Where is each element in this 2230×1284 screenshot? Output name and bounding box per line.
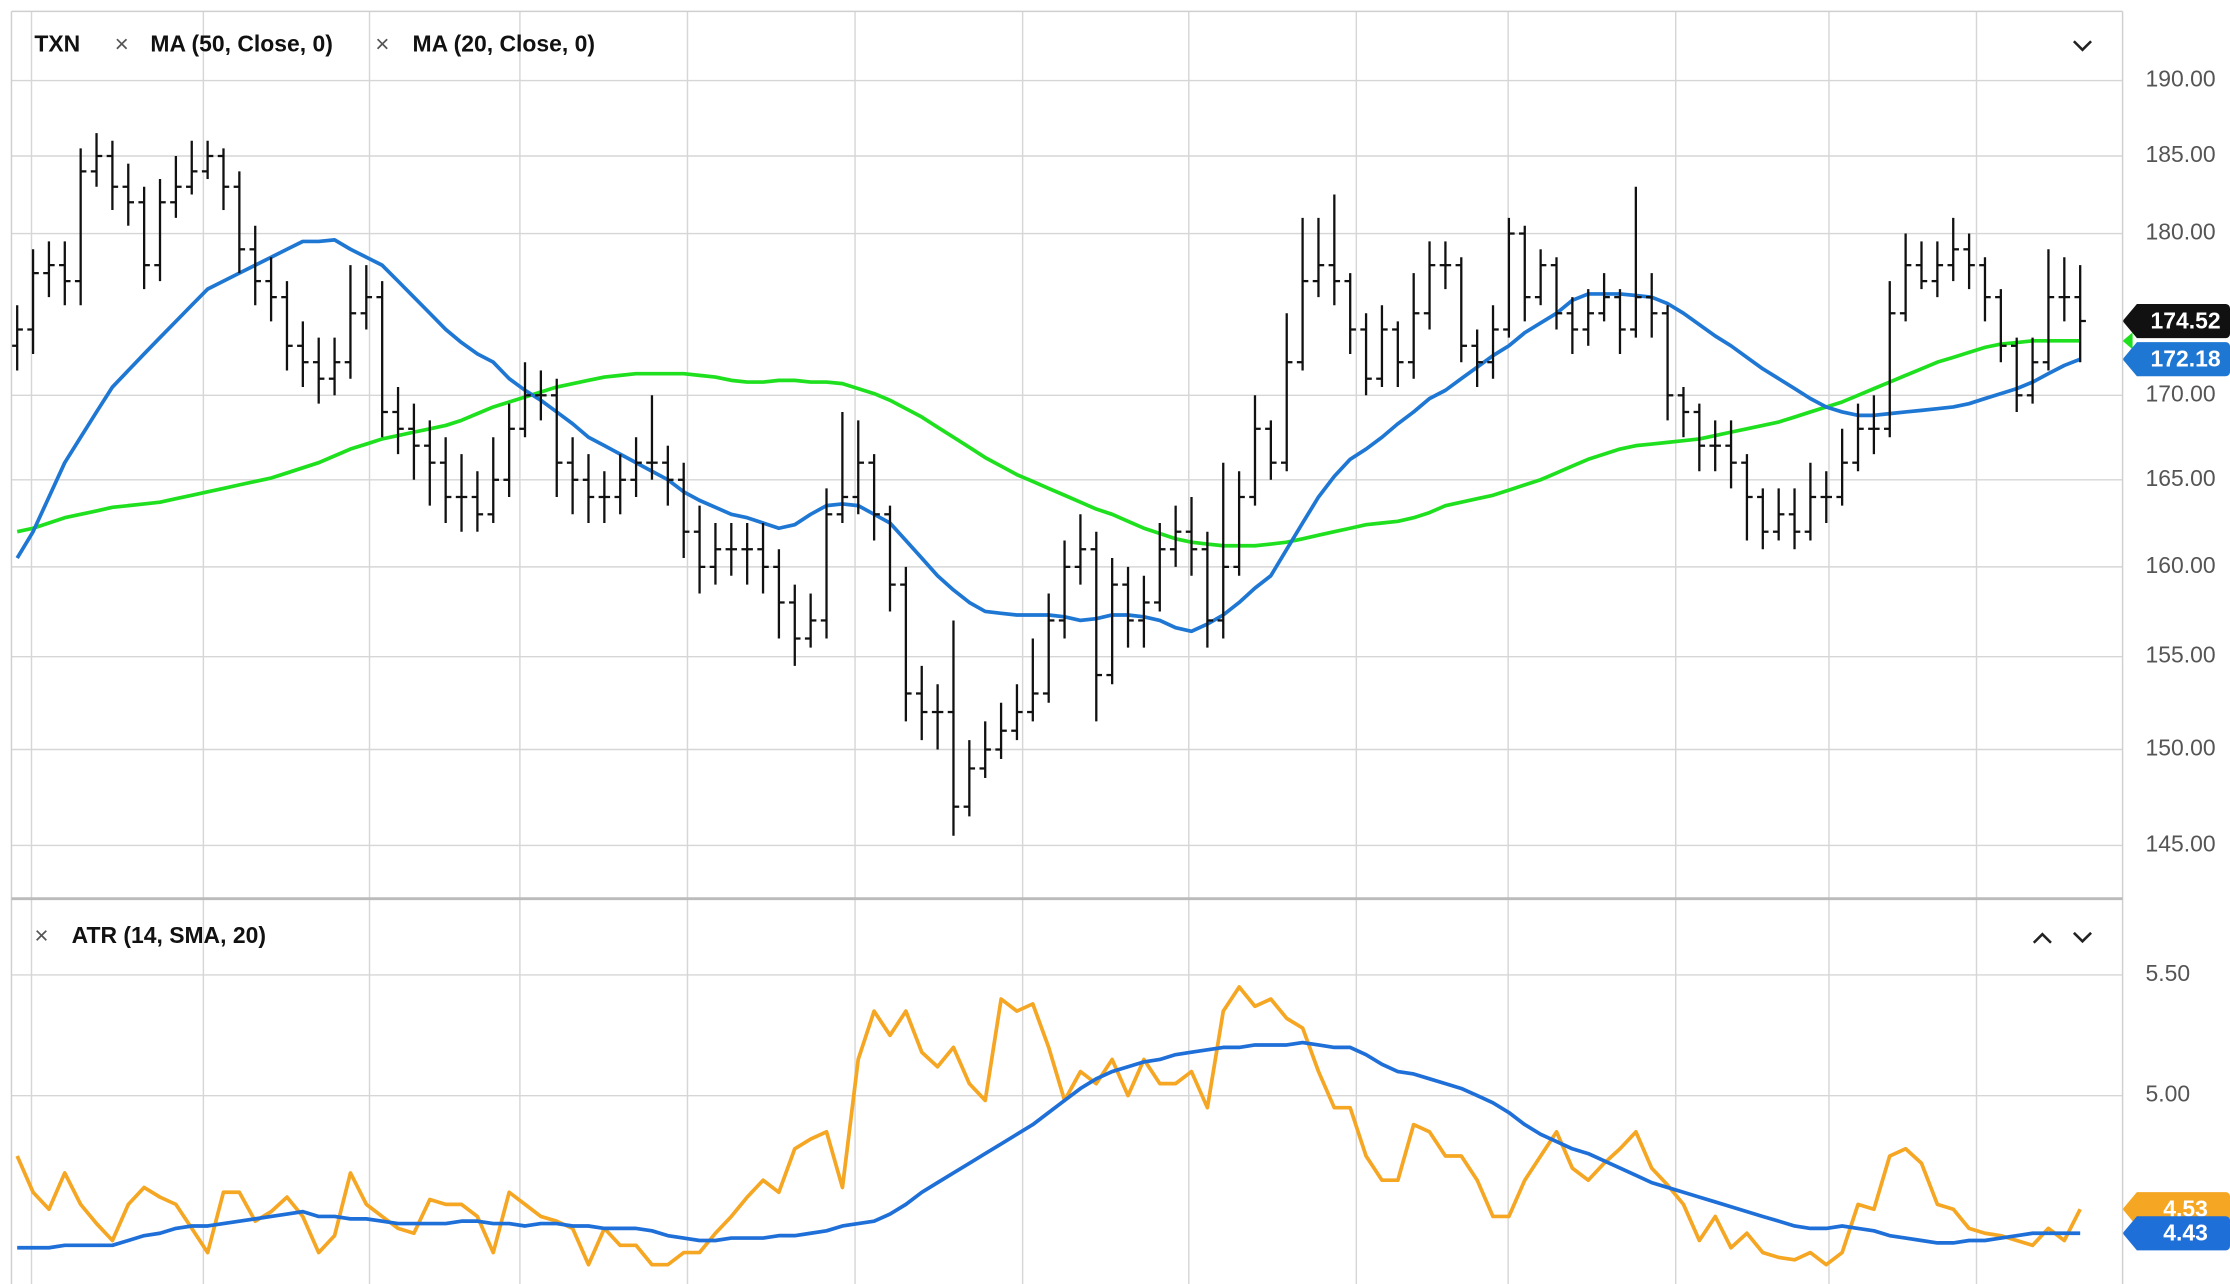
- axis: 145.00 150.00 155.00 160.00 165.00 170.00 180.…: [2145, 66, 2215, 857]
- y-tick-label: 180.00: [2145, 219, 2215, 245]
- time-grid: [30, 11, 1978, 1284]
- remove-icon[interactable]: ×: [375, 31, 389, 58]
- atr-legend: × ATR (14, SMA, 20): [34, 922, 2092, 950]
- y-tick-label: 145.00: [2145, 831, 2215, 857]
- last-value-label: 174.52: [2151, 308, 2221, 334]
- panel: [11, 974, 2123, 1267]
- legend-series: ATR (14, SMA, 20): [72, 922, 266, 948]
- remove-icon[interactable]: ×: [34, 923, 48, 950]
- plot-layer: 145.00 150.00 155.00 160.00 165.00 170.00 180.…: [11, 66, 2230, 1267]
- last-value-tag: [2122, 1216, 2230, 1251]
- move-up-icon[interactable]: [2032, 932, 2052, 944]
- y-tick-label: 165.00: [2145, 465, 2215, 491]
- last-value-marker: [2122, 332, 2133, 350]
- legend-series: MA (20, Close, 0): [412, 31, 594, 57]
- series-line: [15, 985, 2082, 1267]
- collapse-icon[interactable]: [2072, 40, 2092, 52]
- y-tick-label: 160.00: [2145, 552, 2215, 578]
- remove-icon[interactable]: ×: [115, 31, 129, 58]
- y-tick-label: 5.50: [2145, 960, 2190, 986]
- y-tick-label: 185.00: [2145, 141, 2215, 167]
- series-line: [16, 338, 2081, 548]
- y-tick-label: 170.00: [2145, 380, 2215, 406]
- last-value-tag: [2122, 342, 2230, 377]
- axis: 5.00 5.50: [2145, 960, 2190, 1107]
- y-tick-label: 5.00: [2145, 1081, 2190, 1107]
- legend-series: MA (50, Close, 0): [150, 31, 332, 57]
- y-tick-label: 190.00: [2145, 66, 2215, 92]
- last-value-tag: [2122, 303, 2230, 339]
- y-tick-label: 150.00: [2145, 735, 2215, 761]
- legend-series: TXN: [34, 31, 80, 57]
- last-value-label: 172.18: [2151, 346, 2221, 372]
- series-line: [17, 1040, 2081, 1250]
- last-value-label: 4.43: [2163, 1220, 2208, 1246]
- frame: [10, 10, 2124, 1284]
- panel: [11, 79, 2123, 847]
- y-tick-label: 155.00: [2145, 642, 2215, 668]
- price-legend: TXN × MA (50, Close, 0) × MA (20, Close,…: [34, 31, 2092, 58]
- move-down-icon[interactable]: [2072, 931, 2092, 944]
